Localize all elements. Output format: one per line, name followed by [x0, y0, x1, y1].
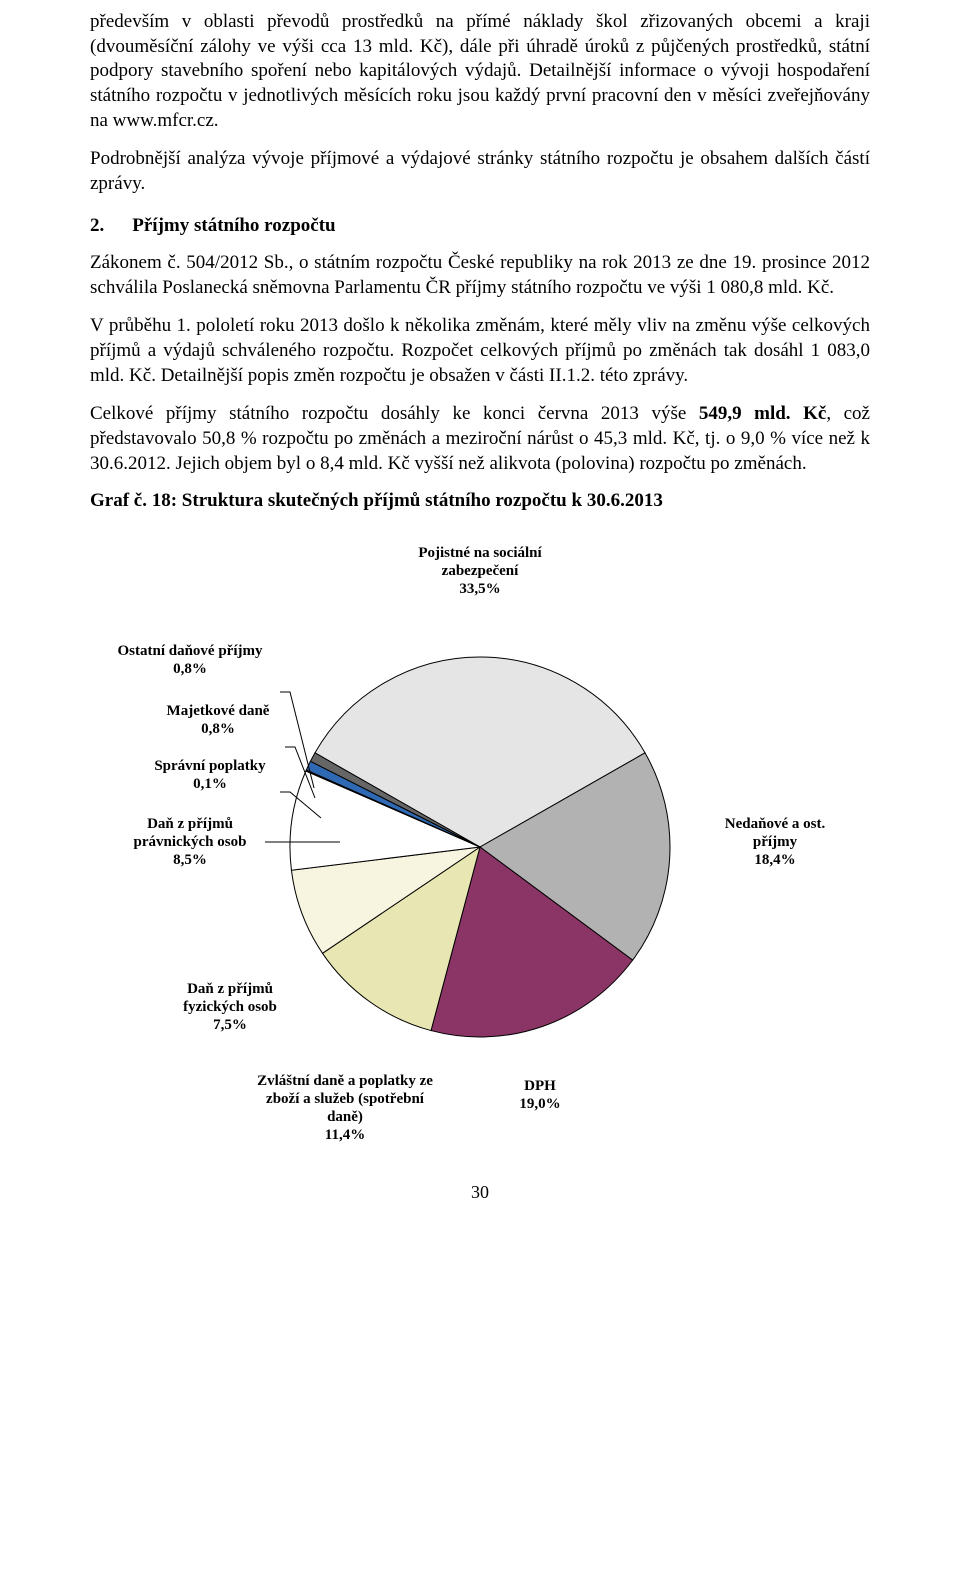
- paragraph: Zákonem č. 504/2012 Sb., o státním rozpo…: [90, 251, 870, 300]
- pie-label: Ostatní daňové příjmy0,8%: [100, 642, 280, 678]
- pie-label: Zvláštní daně a poplatky ze zboží a služ…: [250, 1072, 440, 1144]
- pie-label: Pojistné na sociální zabezpečení33,5%: [380, 544, 580, 598]
- paragraph: V průběhu 1. pololetí roku 2013 došlo k …: [90, 314, 870, 388]
- pie-label: Majetkové daně0,8%: [153, 702, 283, 738]
- bold-value: 549,9 mld. Kč: [699, 403, 827, 424]
- paragraph: Celkové příjmy státního rozpočtu dosáhly…: [90, 402, 870, 476]
- document-page: především v oblasti převodů prostředků n…: [0, 0, 960, 1223]
- paragraph: Podrobnější analýza vývoje příjmové a vý…: [90, 147, 870, 196]
- pie-label: Nedaňové a ost. příjmy18,4%: [705, 815, 845, 869]
- section-number: 2.: [90, 215, 104, 236]
- text-run: Celkové příjmy státního rozpočtu dosáhly…: [90, 403, 699, 424]
- pie-label: Daň z příjmů fyzických osob7,5%: [165, 980, 295, 1034]
- pie-label: Daň z příjmů právnických osob8,5%: [115, 815, 265, 869]
- page-number: 30: [90, 1182, 870, 1203]
- pie-label: DPH19,0%: [480, 1077, 600, 1113]
- section-heading: 2. Příjmy státního rozpočtu: [90, 215, 870, 237]
- pie-label: Správní poplatky0,1%: [140, 757, 280, 793]
- chart-title: Graf č. 18: Struktura skutečných příjmů …: [90, 490, 870, 512]
- pie-chart: Pojistné na sociální zabezpečení33,5% Ned…: [90, 532, 870, 1172]
- section-title-text: Příjmy státního rozpočtu: [132, 215, 335, 236]
- paragraph: především v oblasti převodů prostředků n…: [90, 10, 870, 133]
